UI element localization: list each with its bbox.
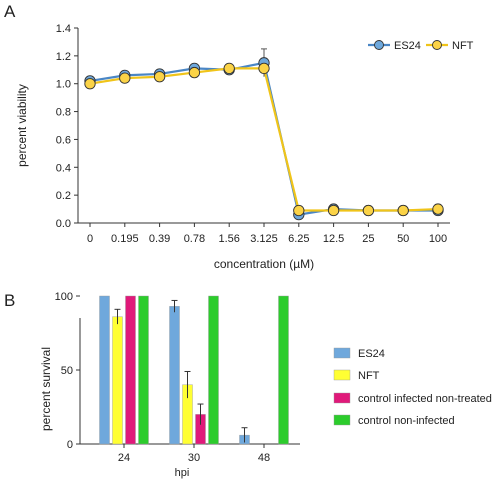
x-tick-label: 30 [188,452,200,464]
legend-marker-es24 [374,40,384,50]
y-tick-label: 0.4 [56,162,71,174]
panel-b-bar-chart: 0 50 100 24 30 48 hpi percent survival ES24 NFT co… [39,291,492,479]
data-point-nft [153,71,166,83]
x-tick-label: 6.25 [288,233,309,245]
data-point-nft [188,66,201,79]
panel-a-line-chart: 0.0 0.2 0.4 0.6 0.8 1.0 1.2 1.4 0 0.195 0.39 0.78 1.… [15,23,474,271]
series-line-nft [89,67,439,212]
x-tick-label: 0 [87,233,93,245]
bar-control-non-infected [208,295,219,445]
y-tick-label: 1.2 [56,51,71,63]
legend-swatch-es24 [333,347,351,359]
bar-control-non-infected [138,295,149,445]
y-tick-label: 50 [61,365,73,377]
data-point-nft [327,204,340,217]
x-tick-label: 48 [258,452,270,464]
legend-label-nft: NFT [452,40,474,52]
legend-marker-nft [432,40,442,50]
x-tick-label: 3.125 [250,233,278,245]
legend-swatch-nft [333,369,351,381]
legend-swatch-control-infected-non-treated [333,392,351,404]
y-tick-label: 0.8 [56,107,71,119]
panel-a-label: A [4,2,16,21]
bar-es24 [99,295,110,445]
x-tick-label: 0.78 [184,233,205,245]
x-tick-label: 0.39 [149,233,170,245]
legend-label-control-non-infected: control non-infected [358,415,455,427]
x-tick-label: 12.5 [323,233,344,245]
x-axis-title: concentration (µM) [214,257,314,271]
legend-swatch-control-non-infected [333,414,351,426]
y-tick-label: 0 [67,439,73,451]
legend-label-nft: NFT [358,370,380,382]
bar-control-non-infected [278,295,289,445]
y-axis-title: percent viability [15,84,29,167]
y-axis-title: percent survival [39,347,53,431]
y-tick-label: 1.4 [56,23,71,35]
x-axis-title: hpi [175,467,190,479]
x-tick-label: 0.195 [111,233,139,245]
data-point-nft [223,62,235,75]
bar-nft [112,316,123,445]
data-point-nft [84,78,96,90]
x-tick-label: 100 [429,233,447,245]
y-tick-label: 1.0 [56,79,71,91]
x-tick-label: 25 [362,233,374,245]
series-line-es24 [89,61,438,216]
bar-control-infected-non-treated [125,295,136,445]
data-point-nft [432,203,444,215]
y-tick-label: 0.6 [56,134,71,146]
x-tick-label: 50 [397,233,409,245]
x-tick-label: 1.56 [218,233,239,245]
data-point-nft [362,204,375,217]
panel-b-label: B [4,291,15,310]
y-tick-label: 0.0 [56,218,71,230]
data-point-nft [397,204,409,217]
legend-label-es24: ES24 [358,348,385,360]
data-point-nft [258,62,270,75]
legend-label-control-infected-non-treated: control infected non-treated [358,393,492,405]
y-tick-label: 0.2 [56,190,71,202]
y-tick-label: 100 [55,291,73,303]
data-point-nft [293,204,305,217]
data-point-nft [119,72,131,84]
bar-es24 [169,306,180,445]
legend-label-es24: ES24 [394,40,421,52]
x-tick-label: 24 [118,452,130,464]
